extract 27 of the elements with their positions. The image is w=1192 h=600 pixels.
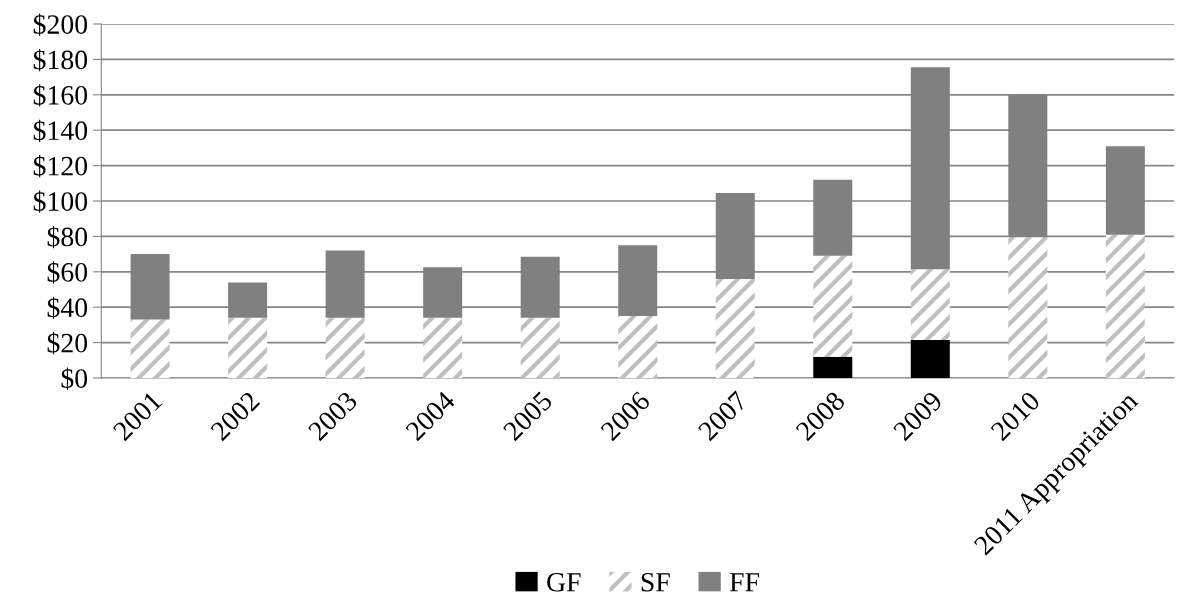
bar: [910, 269, 950, 340]
bar: [520, 317, 560, 378]
bar: [325, 317, 365, 378]
y-tick-label: $100: [33, 190, 88, 213]
legend-label: GF: [547, 572, 581, 592]
y-tick-label: $120: [33, 155, 88, 178]
bar: [910, 339, 950, 378]
bar: [1008, 237, 1048, 378]
y-tick-label: $60: [47, 261, 88, 284]
bar: [130, 319, 170, 378]
y-tick-label: $180: [33, 48, 88, 72]
y-tick-label: $0: [61, 367, 88, 390]
y-tick-label: $160: [33, 84, 88, 107]
legend-label: SF: [641, 572, 670, 592]
bar: [715, 278, 755, 378]
legend-label: FF: [729, 573, 759, 592]
bar: [423, 317, 463, 378]
y-tick-label: $80: [47, 225, 88, 249]
bar: [1105, 234, 1145, 378]
y-tick-label: $20: [47, 332, 88, 355]
bar: [813, 356, 853, 378]
y-tick-label: $40: [47, 296, 88, 319]
bar: [618, 316, 658, 378]
y-tick-label: $200: [33, 13, 88, 36]
bar: [228, 317, 268, 378]
bar: [813, 255, 853, 357]
y-tick-label: $140: [33, 119, 88, 142]
